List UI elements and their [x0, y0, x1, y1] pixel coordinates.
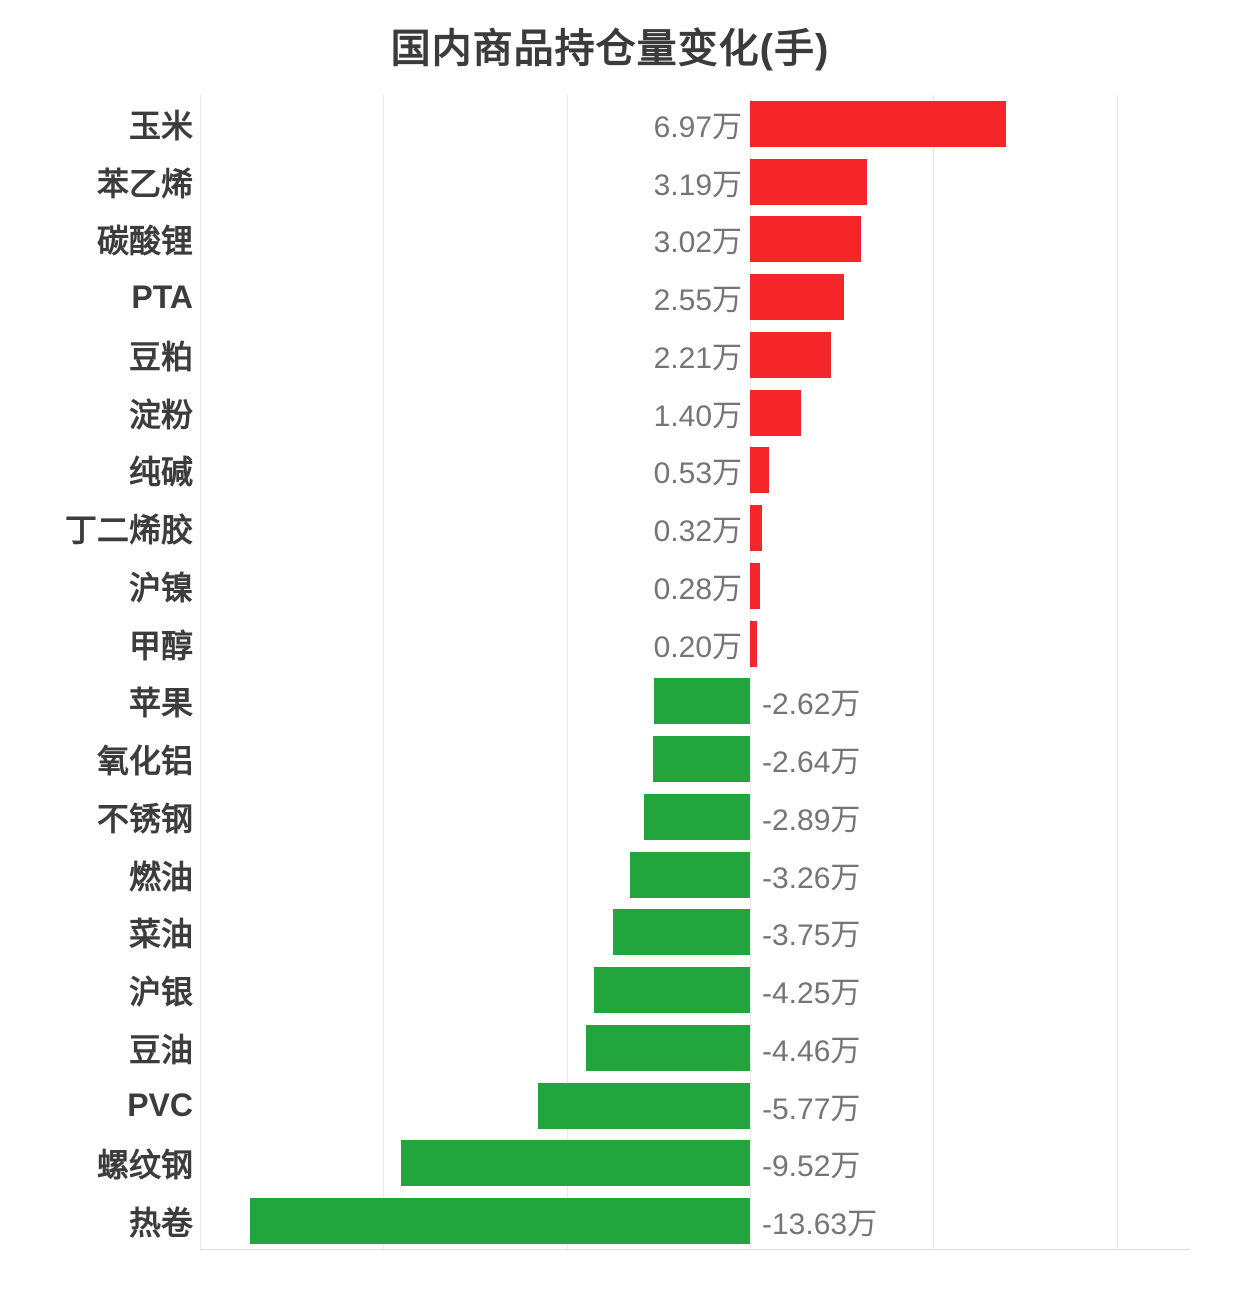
value-label: -13.63万	[762, 1208, 878, 1242]
bar-negative	[653, 736, 750, 783]
bar-row: 燃油 -3.26万	[0, 846, 1246, 904]
category-label: 沪镍	[128, 569, 193, 606]
bar-row: 淀粉 1.40万	[0, 384, 1246, 442]
category-label: 碳酸锂	[96, 223, 193, 260]
bar-row: 豆粕 2.21万	[0, 326, 1246, 384]
value-label: 0.20万	[653, 630, 742, 664]
value-label: 0.53万	[653, 457, 742, 491]
bar-row: 苹果 -2.62万	[0, 673, 1246, 731]
category-label: PVC	[127, 1087, 193, 1124]
bar-negative	[630, 851, 750, 898]
bar-row: 苯乙烯 3.19万	[0, 153, 1246, 211]
bar-row: 氧化铝 -2.64万	[0, 730, 1246, 788]
gridline	[200, 95, 201, 1250]
bar-row: 丁二烯胶 0.32万	[0, 499, 1246, 557]
value-label: 6.97万	[653, 110, 742, 144]
gridline	[566, 95, 568, 1250]
gridline	[383, 95, 385, 1250]
gridline	[1116, 95, 1118, 1250]
category-label: 甲醇	[128, 627, 193, 664]
bar-positive	[750, 562, 761, 609]
value-label: -5.77万	[762, 1092, 861, 1126]
bar-negative	[653, 678, 750, 725]
category-label: 沪银	[128, 974, 193, 1011]
chart-title: 国内商品持仓量变化(手)	[390, 27, 830, 71]
bar-negative	[400, 1140, 750, 1187]
value-label: -2.62万	[762, 688, 861, 722]
gridline	[933, 95, 935, 1250]
x-axis-line	[200, 1249, 1190, 1250]
bar-positive	[750, 447, 770, 494]
value-label: -4.46万	[762, 1034, 861, 1068]
bar-row: 沪银 -4.25万	[0, 961, 1246, 1019]
category-label: 氧化铝	[96, 743, 193, 780]
bar-row: 热卷 -13.63万	[0, 1192, 1246, 1250]
value-label: 3.02万	[653, 226, 742, 260]
bar-row: 不锈钢 -2.89万	[0, 788, 1246, 846]
value-label: 2.21万	[653, 341, 742, 375]
category-label: 豆粕	[128, 338, 193, 375]
category-label: 纯碱	[128, 454, 193, 491]
bar-positive	[750, 331, 832, 378]
value-label: -9.52万	[762, 1150, 861, 1184]
category-label: 菜油	[128, 916, 193, 953]
bar-negative	[644, 793, 750, 840]
bar-row: 豆油 -4.46万	[0, 1019, 1246, 1077]
category-label: 不锈钢	[96, 800, 193, 837]
value-label: 0.28万	[653, 572, 742, 606]
value-label: -2.89万	[762, 803, 861, 837]
value-label: -4.25万	[762, 977, 861, 1011]
bar-row: PVC -5.77万	[0, 1077, 1246, 1135]
value-label: -3.26万	[762, 861, 861, 895]
value-label: 1.40万	[653, 399, 742, 433]
bar-positive	[750, 100, 1006, 147]
category-label: 丁二烯胶	[64, 512, 193, 549]
bar-positive	[750, 389, 802, 436]
bar-negative	[250, 1198, 750, 1245]
bar-positive	[750, 274, 844, 321]
bar-row: 碳酸锂 3.02万	[0, 211, 1246, 269]
bar-negative	[612, 909, 750, 956]
value-label: -3.75万	[762, 919, 861, 953]
bar-row: PTA 2.55万	[0, 268, 1246, 326]
bar-row: 纯碱 0.53万	[0, 442, 1246, 500]
category-label: 苯乙烯	[96, 165, 193, 202]
category-label: 螺纹钢	[96, 1147, 193, 1184]
category-label: 苹果	[128, 685, 193, 722]
category-label: 热卷	[128, 1205, 193, 1242]
category-label: 玉米	[128, 107, 193, 144]
category-label: PTA	[131, 278, 193, 315]
value-label: 2.55万	[653, 284, 742, 318]
bar-positive	[750, 158, 867, 205]
bar-row: 菜油 -3.75万	[0, 904, 1246, 962]
bar-positive	[750, 216, 861, 263]
bar-positive	[750, 505, 762, 552]
bar-negative	[586, 1024, 750, 1071]
value-label: 0.32万	[653, 515, 742, 549]
value-label: 3.19万	[653, 168, 742, 202]
plot-area	[200, 95, 1190, 1250]
bar-row: 甲醇 0.20万	[0, 615, 1246, 673]
bar-row: 玉米 6.97万	[0, 95, 1246, 153]
bar-row: 螺纹钢 -9.52万	[0, 1135, 1246, 1193]
category-label: 燃油	[128, 858, 193, 895]
value-label: -2.64万	[762, 746, 861, 780]
bar-negative	[594, 967, 750, 1014]
bar-positive	[750, 620, 758, 667]
gridline	[750, 95, 751, 1250]
category-label: 豆油	[128, 1031, 193, 1068]
category-label: 淀粉	[128, 396, 193, 433]
bar-row: 沪镍 0.28万	[0, 557, 1246, 615]
bar-negative	[538, 1082, 750, 1129]
